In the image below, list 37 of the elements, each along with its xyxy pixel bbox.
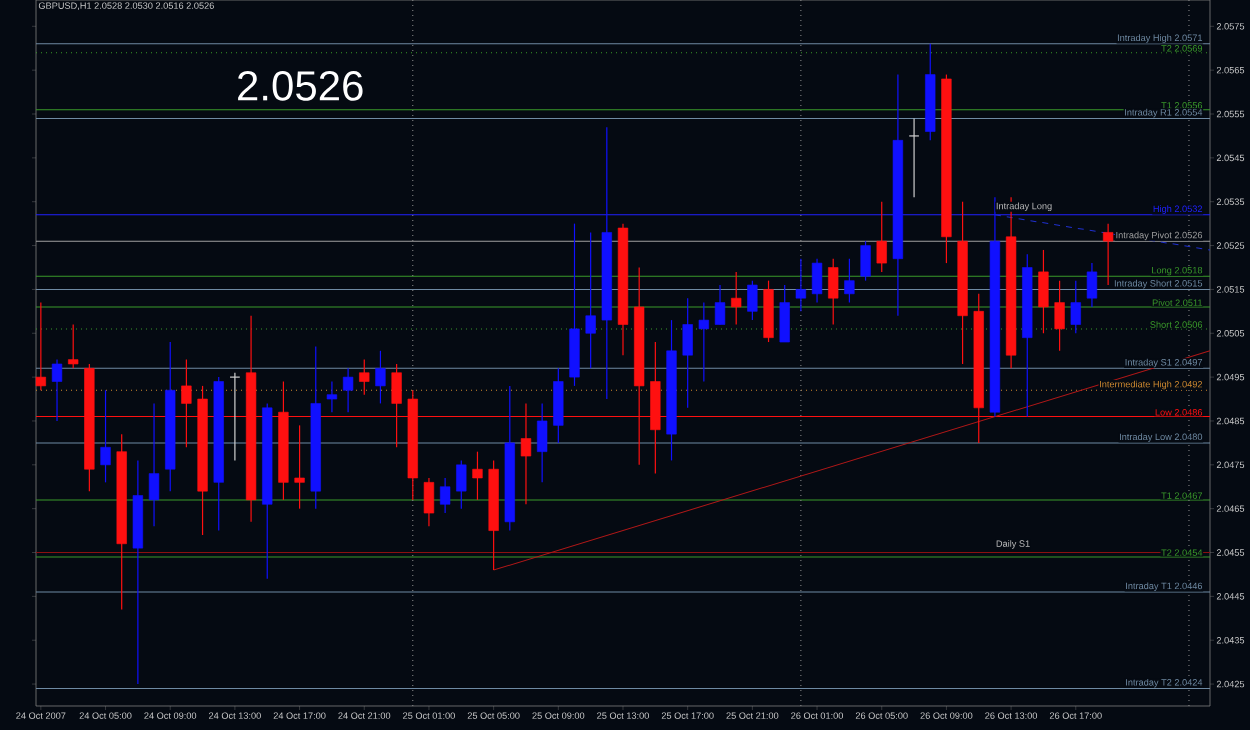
candlestick bbox=[536, 402, 548, 483]
candlestick bbox=[148, 402, 160, 527]
annotation: 2.0526 bbox=[238, 71, 363, 101]
candlestick bbox=[375, 350, 386, 405]
candlestick bbox=[439, 477, 451, 514]
candlestick bbox=[472, 451, 483, 501]
candlestick bbox=[326, 380, 338, 413]
candlestick bbox=[731, 271, 742, 326]
candlestick bbox=[456, 459, 467, 510]
candlestick bbox=[35, 301, 46, 391]
candlestick bbox=[229, 372, 241, 462]
candlestick bbox=[1086, 262, 1098, 308]
candlestick bbox=[553, 367, 564, 444]
candlestick bbox=[811, 258, 823, 304]
candlestick bbox=[359, 358, 370, 396]
candlestick bbox=[828, 258, 839, 326]
candlestick bbox=[795, 258, 807, 312]
candlestick bbox=[1054, 280, 1065, 352]
candlestick bbox=[51, 358, 63, 422]
candlestick bbox=[1038, 249, 1049, 334]
candlestick bbox=[876, 201, 887, 273]
candlestick bbox=[423, 477, 435, 527]
candlestick bbox=[68, 323, 79, 369]
candlestick bbox=[860, 240, 871, 282]
candlestick bbox=[1102, 223, 1114, 286]
candlestick bbox=[294, 424, 305, 510]
candlestick bbox=[779, 284, 790, 343]
candlestick bbox=[844, 258, 855, 304]
candlestick bbox=[908, 117, 920, 198]
candlestick bbox=[714, 284, 726, 326]
candlestick bbox=[100, 389, 111, 483]
candlestick bbox=[682, 297, 693, 409]
candlestick bbox=[698, 301, 709, 383]
candlestick bbox=[342, 367, 354, 413]
candlestick bbox=[1070, 280, 1081, 334]
candlestick bbox=[585, 231, 596, 369]
candlestick bbox=[747, 280, 758, 321]
